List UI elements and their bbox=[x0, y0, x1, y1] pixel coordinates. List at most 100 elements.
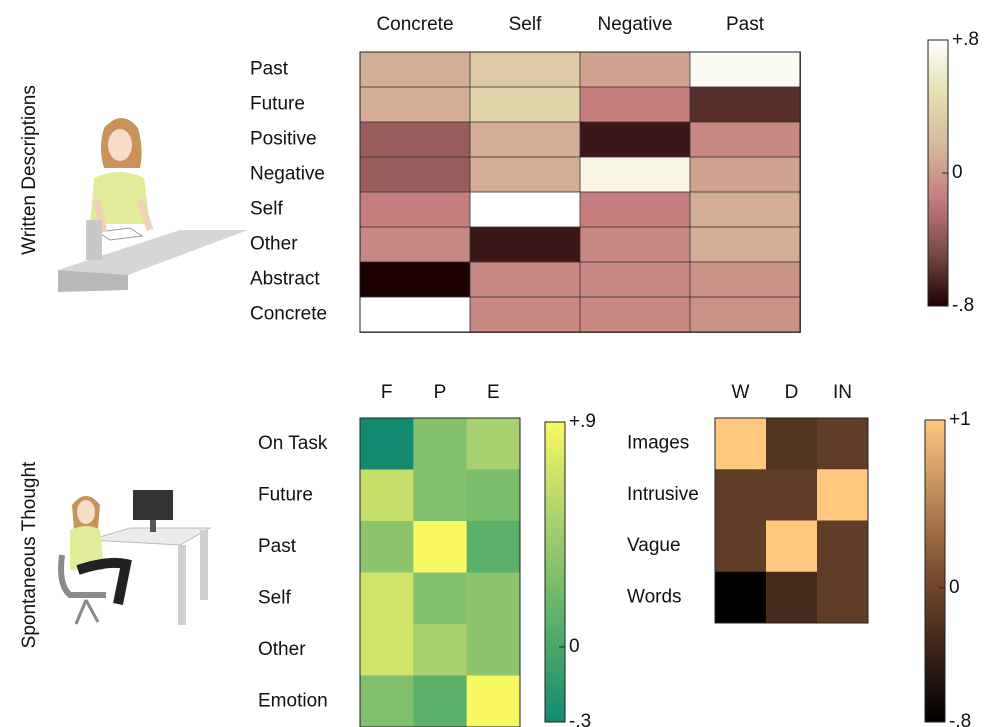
heatmap-cell bbox=[466, 469, 521, 522]
section-label: Written Descriptions bbox=[19, 85, 40, 255]
row-label: Other bbox=[250, 234, 298, 255]
heatmap-cell bbox=[579, 261, 691, 298]
heatmap-cell bbox=[466, 624, 521, 676]
heatmap-cell bbox=[817, 469, 869, 521]
row-label: Negative bbox=[250, 164, 325, 185]
row-label: On Task bbox=[258, 433, 328, 454]
heatmap-cell bbox=[413, 572, 468, 625]
heatmap-cell bbox=[689, 191, 801, 228]
heatmap-cell bbox=[689, 156, 801, 193]
heatmap-cell bbox=[579, 191, 691, 228]
column-label: P bbox=[434, 382, 447, 403]
heatmap-frame bbox=[359, 51, 801, 333]
heatmap-cell bbox=[360, 675, 414, 727]
heatmap-cell bbox=[359, 86, 471, 123]
row-label: Positive bbox=[250, 129, 317, 150]
heatmap-cell bbox=[469, 121, 581, 158]
column-label: Self bbox=[509, 14, 542, 35]
heatmap-cell bbox=[469, 86, 581, 123]
heatmap-cell bbox=[469, 191, 581, 228]
heatmap-cell bbox=[715, 571, 767, 624]
heatmap-cell bbox=[469, 296, 581, 333]
section-label: Spontaneous Thought bbox=[19, 461, 40, 648]
row-label: Emotion bbox=[258, 690, 328, 711]
heatmap-cell bbox=[689, 121, 801, 158]
heatmap-cell bbox=[689, 86, 801, 123]
heatmap-cell bbox=[466, 572, 521, 625]
row-label: Other bbox=[258, 639, 306, 660]
row-label: Future bbox=[250, 94, 305, 115]
row-label: Words bbox=[627, 586, 682, 607]
heatmap-cell bbox=[413, 624, 468, 676]
heatmap-cell bbox=[413, 469, 468, 522]
heatmap-cell bbox=[469, 226, 581, 263]
heatmap-cell bbox=[715, 469, 767, 521]
heatmap-frame bbox=[359, 417, 521, 727]
heatmap-cell bbox=[817, 571, 869, 624]
column-label: Negative bbox=[598, 14, 673, 35]
column-label: Past bbox=[726, 14, 765, 35]
heatmap-cell bbox=[359, 121, 471, 158]
colorbar-tick-label: -.8 bbox=[949, 711, 971, 727]
heatmap-cell bbox=[817, 418, 869, 470]
heatmap-cell bbox=[766, 469, 818, 521]
row-label: Concrete bbox=[250, 304, 327, 325]
heatmap-cell bbox=[359, 51, 471, 88]
heatmap-cell bbox=[359, 226, 471, 263]
heatmap-cell bbox=[359, 191, 471, 228]
row-label: Past bbox=[250, 59, 289, 80]
heatmap-cell bbox=[766, 418, 818, 470]
column-label: IN bbox=[833, 382, 852, 403]
column-label: Concrete bbox=[376, 14, 453, 35]
heatmap-cell bbox=[413, 418, 468, 470]
heatmap-cell bbox=[469, 156, 581, 193]
heatmap-cell bbox=[466, 521, 521, 573]
heatmap-cell bbox=[360, 572, 414, 625]
heatmap-cell bbox=[466, 418, 521, 470]
column-label: F bbox=[381, 382, 393, 403]
heatmap-cell bbox=[715, 418, 767, 470]
row-label: Vague bbox=[627, 535, 681, 556]
heatmap-cell bbox=[689, 51, 801, 88]
heatmap-cell bbox=[466, 675, 521, 727]
row-label: Self bbox=[258, 587, 291, 608]
heatmap-cell bbox=[360, 624, 414, 676]
heatmap-cell bbox=[413, 675, 468, 727]
heatmap-cell bbox=[359, 296, 471, 333]
heatmap-cell bbox=[766, 571, 818, 624]
colorbar-tick-label: +1 bbox=[949, 409, 971, 430]
heatmap-cell bbox=[766, 520, 818, 573]
heatmap-cell bbox=[579, 51, 691, 88]
heatmap-cell bbox=[689, 261, 801, 298]
heatmap-cell bbox=[579, 226, 691, 263]
colorbar-tick-label: +.9 bbox=[569, 411, 596, 432]
column-label: W bbox=[732, 382, 750, 403]
heatmap-cell bbox=[715, 520, 767, 573]
heatmap-cell bbox=[579, 121, 691, 158]
heatmap-cell bbox=[359, 156, 471, 193]
heatmap-cell bbox=[689, 226, 801, 263]
row-label: Self bbox=[250, 199, 283, 220]
heatmap-cell bbox=[579, 86, 691, 123]
heatmap-cell bbox=[469, 51, 581, 88]
colorbar-tick-label: 0 bbox=[952, 162, 963, 183]
row-label: Images bbox=[627, 433, 689, 454]
illustration-writing bbox=[58, 118, 248, 292]
row-label: Abstract bbox=[250, 269, 320, 290]
row-label: Intrusive bbox=[627, 484, 699, 505]
colorbar bbox=[544, 421, 566, 723]
heatmap-cell bbox=[469, 261, 581, 298]
heatmap-cell bbox=[689, 296, 801, 333]
colorbar-tick-label: 0 bbox=[569, 636, 580, 657]
heatmap-cell bbox=[413, 521, 468, 573]
heatmap-cell bbox=[360, 469, 414, 522]
illustration-computer bbox=[58, 490, 212, 625]
row-label: Past bbox=[258, 536, 297, 557]
heatmap-cell bbox=[579, 156, 691, 193]
heatmap-cell bbox=[360, 521, 414, 573]
heatmap-cell bbox=[579, 296, 691, 333]
colorbar-tick-label: 0 bbox=[949, 577, 960, 598]
column-label: E bbox=[487, 382, 500, 403]
heatmap-cell bbox=[360, 418, 414, 470]
